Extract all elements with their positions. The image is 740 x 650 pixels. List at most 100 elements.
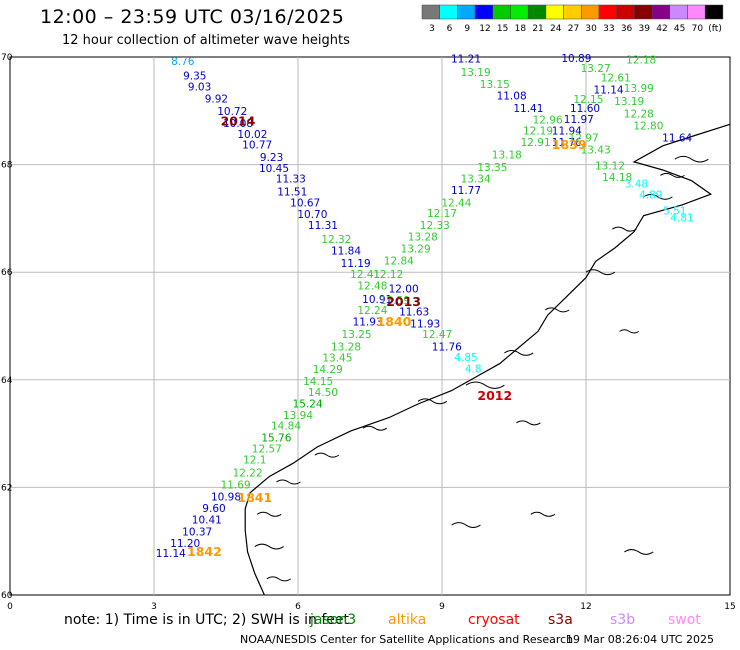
wave-height-value: 12.47 [422, 329, 452, 341]
wave-height-value: 12.32 [321, 234, 351, 246]
legend-swatch [439, 4, 458, 20]
lon-tick-label: 15 [724, 602, 735, 612]
wave-height-value: 13.43 [581, 145, 611, 157]
wave-height-value: 11.60 [570, 103, 600, 115]
legend-label: 12 [479, 24, 490, 34]
wave-height-value: 9.60 [202, 503, 225, 515]
coast-detail [254, 543, 284, 550]
wave-height-value: 11.19 [341, 258, 371, 270]
wave-height-value: 12.80 [633, 120, 663, 132]
wave-height-value: 8.76 [171, 56, 195, 68]
wave-height-value: 13.28 [408, 232, 438, 244]
wave-height-value: 10.72 [217, 106, 247, 118]
wave-height-value: 12.96 [533, 114, 563, 126]
legend-label: 27 [568, 24, 579, 34]
legend-swatch [704, 4, 724, 20]
wave-height-value: 12.18 [626, 55, 656, 67]
page-subtitle: 12 hour collection of altimeter wave hei… [62, 33, 350, 48]
wave-height-value: 12.00 [389, 283, 419, 295]
wave-height-value: 11.14 [594, 84, 624, 96]
coast-detail [504, 350, 534, 356]
pass-time-label: 1842 [187, 544, 222, 559]
page-title: 12:00 – 23:59 UTC 03/16/2025 [40, 6, 345, 28]
coast-detail [451, 522, 481, 528]
coast-detail [643, 193, 673, 200]
pass-time-label: 2013 [386, 294, 421, 309]
coast-detail [516, 420, 541, 426]
satellite-s3a: s3a [548, 612, 573, 628]
legend-swatch [510, 4, 529, 20]
map-border [9, 56, 731, 596]
wave-height-value: 11.20 [170, 538, 200, 550]
wave-height-value: 9.03 [188, 82, 211, 94]
wave-height-value: 10.37 [182, 527, 212, 539]
satellite-altika: altika [388, 612, 427, 628]
coast-detail [417, 398, 448, 405]
lon-tick-label: 12 [580, 602, 591, 612]
pass-labels: 2014 2013 1840 1839 2012 1841 1842 [187, 114, 587, 559]
legend-swatch [651, 4, 671, 20]
wave-height-value: 12.12 [373, 269, 403, 281]
wave-height-value: 10.41 [192, 515, 222, 527]
wave-height-value: 11.31 [308, 220, 338, 232]
wave-height-value: 11.97 [564, 114, 594, 126]
pass-time-label: 1839 [552, 137, 587, 152]
wave-height-value: 10.02 [237, 129, 267, 141]
coast-detail [266, 576, 292, 582]
wave-height-value: 11.33 [276, 174, 306, 186]
wave-height-value: 11.93 [410, 318, 440, 330]
satellite-s3b: s3b [610, 612, 636, 628]
wave-height-value: 13.99 [624, 83, 654, 95]
pass-time-label: 2012 [477, 388, 512, 403]
legend-swatch [421, 4, 440, 20]
pass-time-label: 2014 [221, 114, 256, 129]
wave-height-value: 13.12 [595, 161, 625, 173]
wave-height-value: 12.15 [573, 94, 603, 106]
wave-height-value: 11.21 [451, 54, 481, 66]
legend-label: (ft) [708, 24, 722, 34]
wave-height-value: 10.77 [242, 140, 272, 152]
wave-height-value: 13.27 [581, 63, 611, 75]
lat-tick-label: 70 [1, 53, 13, 63]
wave-height-value: 11.64 [662, 133, 692, 145]
wave-height-value: 14.15 [303, 376, 333, 388]
legend-label: 70 [692, 24, 704, 34]
wave-height-value: 4.89 [639, 190, 662, 202]
wave-height-value: 9.23 [260, 152, 283, 164]
legend-swatch [634, 4, 653, 20]
wave-height-value: 4.85 [454, 352, 477, 364]
wave-height-value: 15.24 [293, 398, 323, 410]
wave-height-value: 10.89 [561, 53, 591, 65]
wave-height-value: 11.77 [451, 185, 481, 197]
legend-label: 3 [429, 24, 435, 34]
credit-text: NOAA/NESDIS Center for Satellite Applica… [240, 633, 574, 646]
wave-height-value: 10.45 [259, 163, 289, 175]
wave-height-value: 12.48 [357, 281, 387, 293]
wave-height-value: 13.19 [461, 67, 491, 79]
wave-height-value: 11.63 [399, 306, 429, 318]
coast-detail [619, 329, 640, 334]
wave-height-value: 12.17 [427, 208, 457, 220]
wave-height-value: 12.91 [521, 137, 551, 149]
legend-label: 42 [656, 24, 667, 34]
wave-height-value: 4.81 [670, 212, 693, 224]
coast-detail [256, 511, 282, 517]
lon-tick-label: 3 [151, 602, 157, 612]
wave-height-value: 13.94 [283, 410, 313, 422]
wave-height-value: 11.93 [353, 317, 383, 329]
legend-swatch [598, 4, 617, 20]
wave-height-value: 10.98 [211, 492, 241, 504]
lon-tick-label: 6 [295, 602, 301, 612]
legend-swatch [527, 4, 547, 20]
lat-tick-label: 68 [1, 161, 13, 171]
coast-detail [674, 155, 709, 163]
lat-tick-label: 60 [1, 591, 13, 601]
wave-height-value: 11.84 [331, 246, 361, 258]
wave-height-value: 12.44 [441, 197, 471, 209]
legend-swatch [669, 4, 688, 20]
wave-height-value: 12.41 [350, 269, 380, 281]
lon-tick-label: 0 [7, 602, 13, 612]
wave-height-value: 11.76 [432, 341, 462, 353]
wave-height-value: 10.70 [297, 209, 327, 221]
coastline-outline [244, 123, 731, 596]
